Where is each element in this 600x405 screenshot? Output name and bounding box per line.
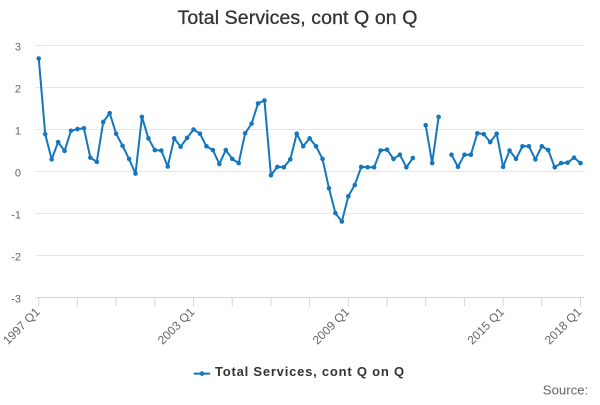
svg-text:-1: -1 — [11, 210, 21, 222]
svg-text:1: 1 — [15, 126, 21, 138]
svg-text:3: 3 — [15, 42, 21, 54]
svg-text:Total Services, cont Q on Q: Total Services, cont Q on Q — [177, 7, 417, 29]
svg-text:2: 2 — [15, 84, 21, 96]
svg-text:Source:: Source: — [543, 383, 588, 398]
svg-text:0: 0 — [15, 168, 21, 180]
svg-text:-2: -2 — [11, 252, 21, 264]
svg-text:Total Services, cont Q on Q: Total Services, cont Q on Q — [215, 364, 405, 379]
svg-text:-3: -3 — [11, 294, 21, 306]
